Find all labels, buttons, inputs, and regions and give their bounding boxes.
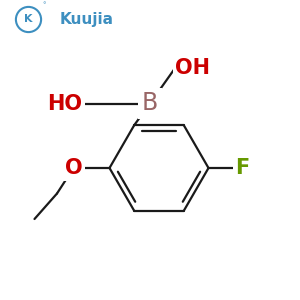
Text: B: B — [142, 92, 158, 116]
Text: HO: HO — [47, 94, 82, 113]
Text: F: F — [236, 158, 250, 178]
Text: K: K — [24, 14, 33, 25]
Text: °: ° — [43, 2, 46, 8]
Text: OH: OH — [176, 58, 211, 77]
Text: O: O — [65, 158, 82, 178]
Text: Kuujia: Kuujia — [60, 12, 114, 27]
